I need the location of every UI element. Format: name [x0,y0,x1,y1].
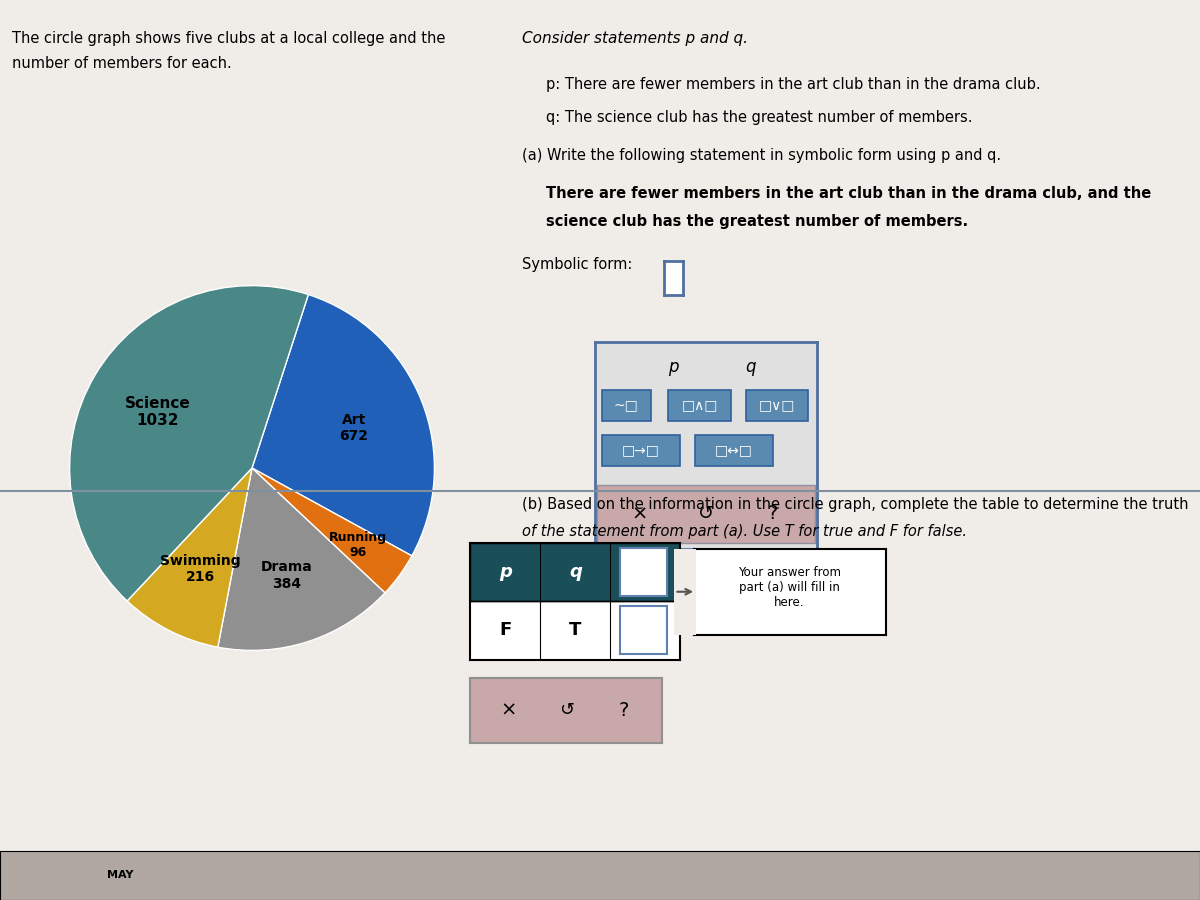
Wedge shape [127,468,252,647]
Text: ×: × [500,700,517,720]
Text: ?: ? [768,504,778,523]
Text: ×: × [631,504,648,523]
Text: F: F [499,621,511,639]
Text: Consider statements p and q.: Consider statements p and q. [522,32,748,47]
Text: ↺: ↺ [559,701,574,719]
FancyBboxPatch shape [620,607,667,654]
Text: MAY: MAY [107,870,133,880]
Text: science club has the greatest number of members.: science club has the greatest number of … [546,214,968,230]
Text: ↺: ↺ [698,504,714,523]
Bar [598,485,815,543]
Bar [602,435,679,466]
Wedge shape [252,468,412,593]
Text: Swimming
216: Swimming 216 [161,554,241,584]
Bar [746,390,809,420]
Bar [602,390,650,420]
Bar [668,390,731,420]
Text: □∧□: □∧□ [682,398,718,412]
Bar [695,435,773,466]
Text: number of members for each.: number of members for each. [12,56,232,71]
Text: Running
96: Running 96 [329,531,388,559]
Text: Science
1032: Science 1032 [125,396,191,428]
Text: q: q [569,563,582,581]
Text: q: The science club has the greatest number of members.: q: The science club has the greatest num… [546,110,972,125]
Text: Symbolic form:: Symbolic form: [522,256,632,272]
FancyBboxPatch shape [620,548,667,596]
Text: □∨□: □∨□ [760,398,796,412]
Wedge shape [70,285,308,601]
Text: □→□: □→□ [622,444,660,458]
Text: p: p [667,358,678,376]
Text: Drama
384: Drama 384 [262,561,313,590]
Text: p: There are fewer members in the art club than in the drama club.: p: There are fewer members in the art cl… [546,76,1040,92]
Text: T: T [569,621,582,639]
Text: The circle graph shows five clubs at a local college and the: The circle graph shows five clubs at a l… [12,32,445,47]
Text: Your answer from
part (a) will fill in
here.: Your answer from part (a) will fill in h… [738,566,841,609]
Text: q: q [745,358,756,376]
Text: ~□: ~□ [614,398,638,412]
Text: (a) Write the following statement in symbolic form using p and q.: (a) Write the following statement in sym… [522,148,1001,163]
Wedge shape [218,468,385,651]
Text: There are fewer members in the art club than in the drama club, and the: There are fewer members in the art club … [546,186,1151,202]
Bar [470,543,680,601]
Text: of the statement from part (a). Use T for true and F for false.: of the statement from part (a). Use T fo… [522,524,967,539]
Text: (b) Based on the information in the circle graph, complete the table to determin: (b) Based on the information in the circ… [522,497,1188,512]
Text: ?: ? [619,700,629,720]
Wedge shape [252,294,434,556]
Text: p: p [499,563,512,581]
Text: Art
672: Art 672 [340,412,368,443]
Text: □↔□: □↔□ [715,444,752,458]
